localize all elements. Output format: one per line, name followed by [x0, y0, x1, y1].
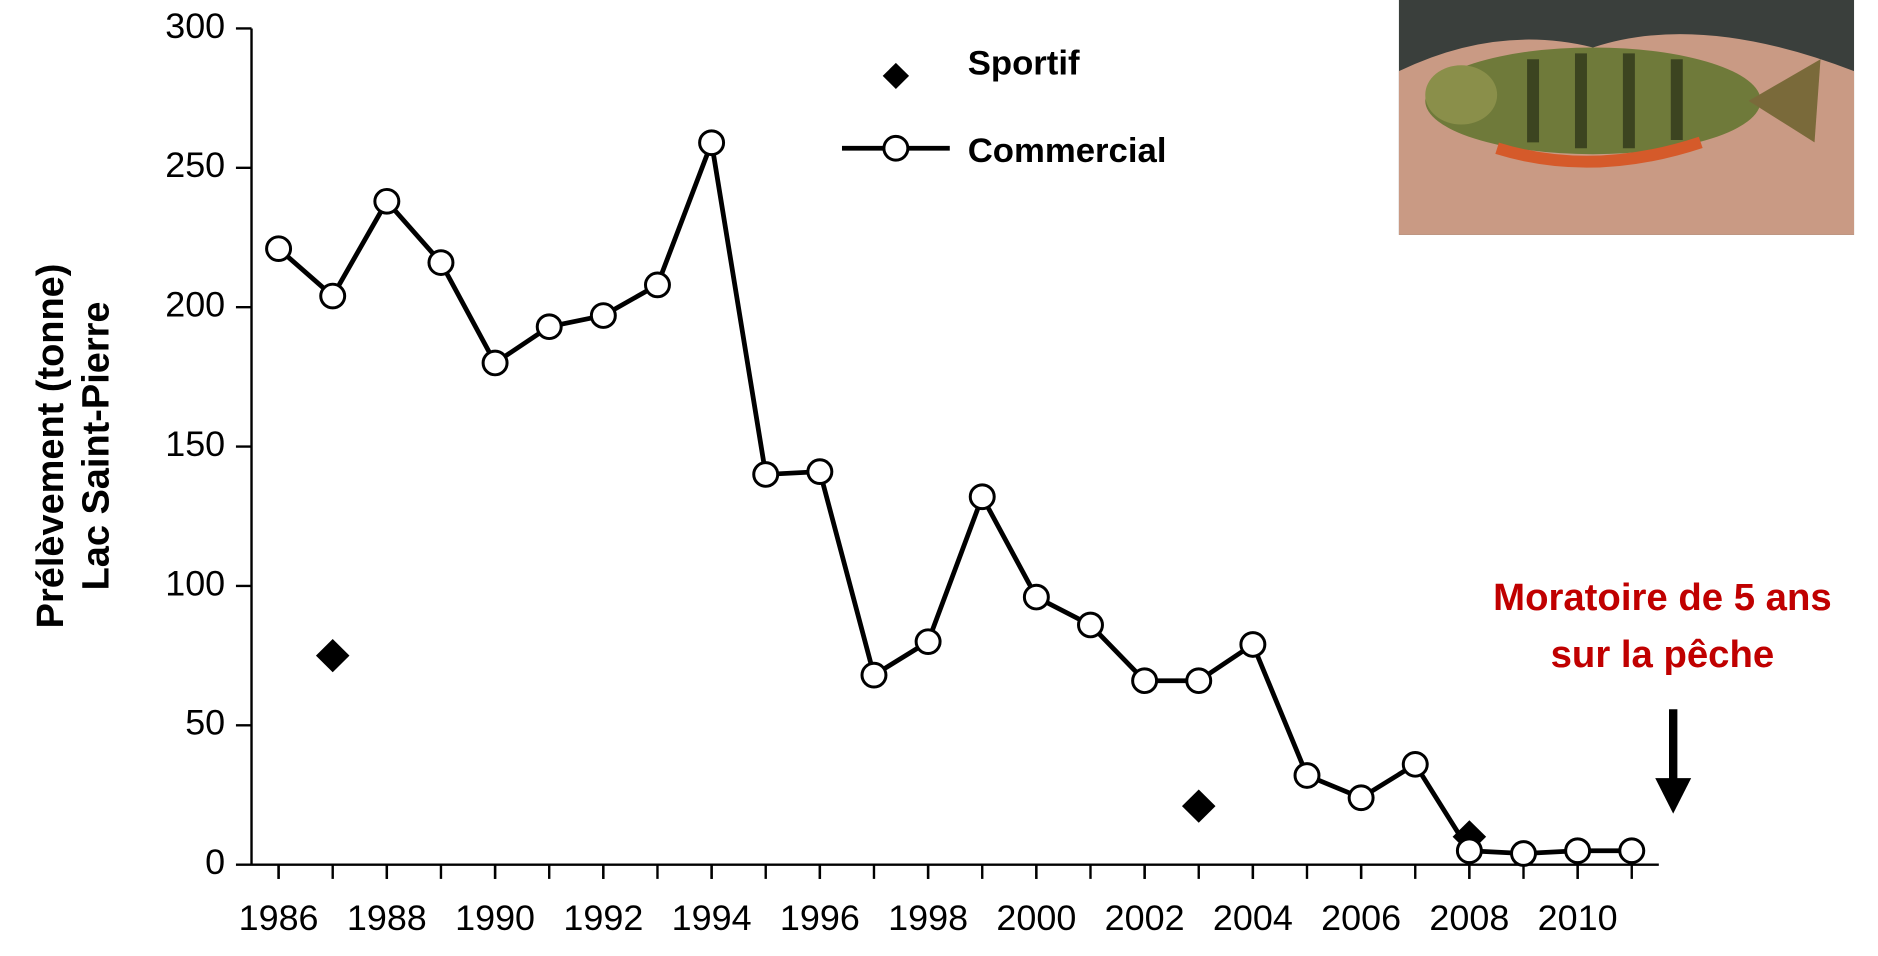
commercial-point [1241, 633, 1265, 657]
sportif-point [316, 639, 350, 672]
commercial-point [1457, 839, 1481, 863]
x-tick-label: 1990 [455, 898, 535, 938]
legend-marker [884, 136, 908, 160]
commercial-point [537, 315, 561, 339]
y-tick-label: 0 [205, 842, 225, 882]
commercial-point [1403, 752, 1427, 776]
commercial-point [700, 131, 724, 155]
x-tick-label: 2008 [1429, 898, 1509, 938]
commercial-point [862, 663, 886, 687]
x-tick-label: 2006 [1321, 898, 1401, 938]
commercial-point [1187, 669, 1211, 693]
x-tick-label: 2000 [996, 898, 1076, 938]
x-tick-label: 2010 [1538, 898, 1618, 938]
commercial-point [1566, 839, 1590, 863]
annotation: sur la pêche [1551, 633, 1775, 676]
y-tick-label: 100 [165, 563, 225, 603]
x-tick-label: 1992 [563, 898, 643, 938]
x-tick-label: 1988 [347, 898, 427, 938]
legend-marker [883, 63, 909, 89]
commercial-point [267, 237, 291, 261]
y-tick-label: 150 [165, 424, 225, 464]
y-tick-label: 300 [165, 6, 225, 46]
photo [1399, 0, 1854, 235]
y-tick-label: 250 [165, 145, 225, 185]
commercial-point [1079, 613, 1103, 637]
x-tick-label: 1994 [672, 898, 752, 938]
commercial-point [970, 485, 994, 509]
commercial-point [808, 460, 832, 484]
commercial-point [916, 630, 940, 654]
commercial-point [591, 304, 615, 328]
legend-label: Commercial [968, 132, 1167, 170]
annotation: Moratoire de 5 ans [1493, 576, 1832, 619]
commercial-point [1620, 839, 1644, 863]
legend-label: Sportif [968, 44, 1080, 82]
x-tick-label: 1996 [780, 898, 860, 938]
commercial-point [483, 351, 507, 375]
y-axis-label: Lac Saint-Pierre [74, 302, 117, 591]
commercial-point [321, 284, 345, 308]
commercial-point [1512, 842, 1536, 866]
page: {"chart_data": { "type": "line", "ylabel… [0, 0, 1878, 956]
y-axis-label: Prélèvement (tonne) [29, 264, 72, 629]
series-line [279, 143, 1632, 854]
commercial-point [645, 273, 669, 297]
y-tick-label: 50 [185, 703, 225, 743]
chart: Prélèvement (tonne) Lac Saint-Pierre 0 50… [0, 0, 1878, 956]
x-tick-label: 2002 [1105, 898, 1185, 938]
commercial-point [1133, 669, 1157, 693]
commercial-point [375, 189, 399, 213]
sportif-point [1182, 790, 1216, 823]
x-tick-label: 1998 [888, 898, 968, 938]
x-tick-label: 1986 [239, 898, 319, 938]
commercial-point [1295, 764, 1319, 788]
commercial-point [754, 463, 778, 487]
x-tick-label: 2004 [1213, 898, 1293, 938]
commercial-point [1349, 786, 1373, 810]
commercial-point [1024, 585, 1048, 609]
y-tick-label: 200 [165, 285, 225, 325]
arrow [1655, 709, 1691, 813]
commercial-point [429, 251, 453, 275]
